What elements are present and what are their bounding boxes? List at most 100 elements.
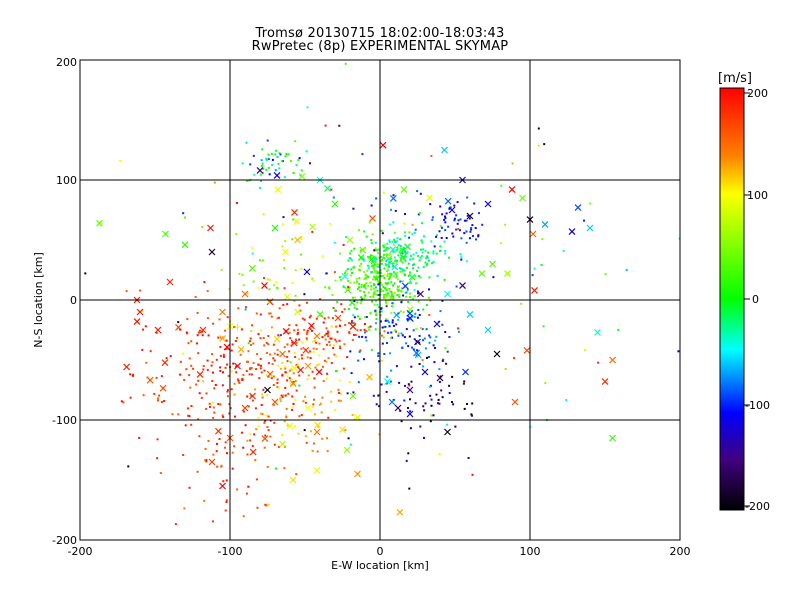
small-marker — [224, 366, 227, 369]
small-marker — [348, 257, 351, 260]
small-marker — [405, 459, 408, 462]
small-marker — [385, 305, 388, 308]
small-marker — [284, 155, 287, 158]
small-marker — [241, 162, 244, 165]
small-marker — [257, 425, 260, 427]
small-marker — [446, 350, 449, 353]
small-marker — [292, 402, 295, 405]
small-marker — [268, 312, 271, 315]
small-marker — [452, 403, 455, 406]
x-tick-label: 100 — [520, 545, 541, 558]
small-marker — [157, 397, 159, 400]
chart-title: Tromsø 20130715 18:02:00-18:03:43 — [255, 26, 505, 41]
small-marker — [187, 342, 190, 345]
small-marker — [429, 394, 432, 397]
small-marker — [363, 271, 366, 274]
small-marker — [435, 235, 438, 238]
small-marker — [211, 380, 214, 382]
small-marker — [226, 395, 229, 398]
small-marker — [300, 238, 303, 240]
small-marker — [255, 368, 258, 370]
small-marker — [294, 398, 297, 401]
y-tick-label: 100 — [56, 174, 77, 187]
small-marker — [244, 308, 247, 311]
small-marker — [403, 399, 406, 402]
small-marker — [285, 416, 288, 419]
small-marker — [460, 237, 463, 240]
small-marker — [404, 213, 406, 215]
small-marker — [314, 366, 317, 369]
large-marker — [309, 223, 317, 231]
large-marker — [159, 384, 167, 392]
small-marker — [214, 384, 217, 386]
small-marker — [305, 333, 308, 335]
small-marker — [338, 276, 341, 279]
small-marker — [265, 341, 268, 344]
large-marker — [161, 359, 169, 367]
small-marker — [466, 214, 469, 217]
small-marker — [389, 272, 392, 275]
small-marker — [291, 282, 294, 284]
small-marker — [405, 328, 408, 331]
small-marker — [390, 369, 393, 372]
large-marker — [391, 263, 399, 271]
small-marker — [473, 202, 476, 205]
small-marker — [313, 398, 315, 401]
small-marker — [411, 346, 414, 349]
small-marker — [306, 106, 309, 109]
small-marker — [420, 239, 423, 242]
small-marker — [236, 336, 239, 339]
large-marker — [433, 320, 441, 328]
small-marker — [410, 277, 413, 280]
small-marker — [314, 340, 317, 342]
small-marker — [329, 344, 331, 347]
small-marker — [272, 375, 275, 378]
small-marker — [399, 259, 402, 262]
large-marker — [586, 224, 594, 232]
large-marker — [207, 224, 214, 232]
small-marker — [283, 267, 286, 270]
small-marker — [266, 465, 269, 468]
large-marker — [369, 214, 376, 222]
small-marker — [368, 258, 371, 261]
small-marker — [218, 318, 221, 321]
small-marker — [342, 243, 345, 246]
small-marker — [332, 344, 335, 347]
small-marker — [297, 331, 300, 334]
small-marker — [384, 282, 387, 285]
small-marker — [213, 387, 216, 390]
x-tick-label: -200 — [68, 545, 93, 558]
small-marker — [356, 301, 359, 304]
colorbar-tick-label: 200 — [747, 87, 768, 100]
small-marker — [413, 263, 416, 266]
small-marker — [222, 353, 225, 356]
small-marker — [391, 293, 393, 296]
large-marker — [283, 293, 291, 301]
small-marker — [381, 342, 384, 345]
small-marker — [294, 356, 297, 358]
small-marker — [417, 254, 420, 257]
large-marker — [334, 314, 342, 322]
small-marker — [358, 282, 361, 285]
small-marker — [305, 150, 308, 153]
large-marker — [196, 370, 204, 378]
small-marker — [383, 294, 386, 296]
small-marker — [379, 271, 382, 274]
small-marker — [460, 258, 463, 261]
small-marker — [321, 437, 324, 440]
small-marker — [323, 334, 326, 337]
small-marker — [227, 389, 229, 392]
small-marker — [209, 405, 211, 408]
small-marker — [270, 315, 273, 318]
small-marker — [448, 207, 451, 210]
small-marker — [452, 235, 455, 238]
large-marker — [396, 508, 404, 516]
small-marker — [384, 248, 387, 251]
small-marker — [371, 260, 374, 263]
small-marker — [339, 347, 342, 350]
small-marker — [422, 248, 424, 251]
small-marker — [435, 234, 438, 237]
small-marker — [374, 247, 377, 250]
small-marker — [330, 400, 333, 403]
small-marker — [257, 416, 260, 419]
